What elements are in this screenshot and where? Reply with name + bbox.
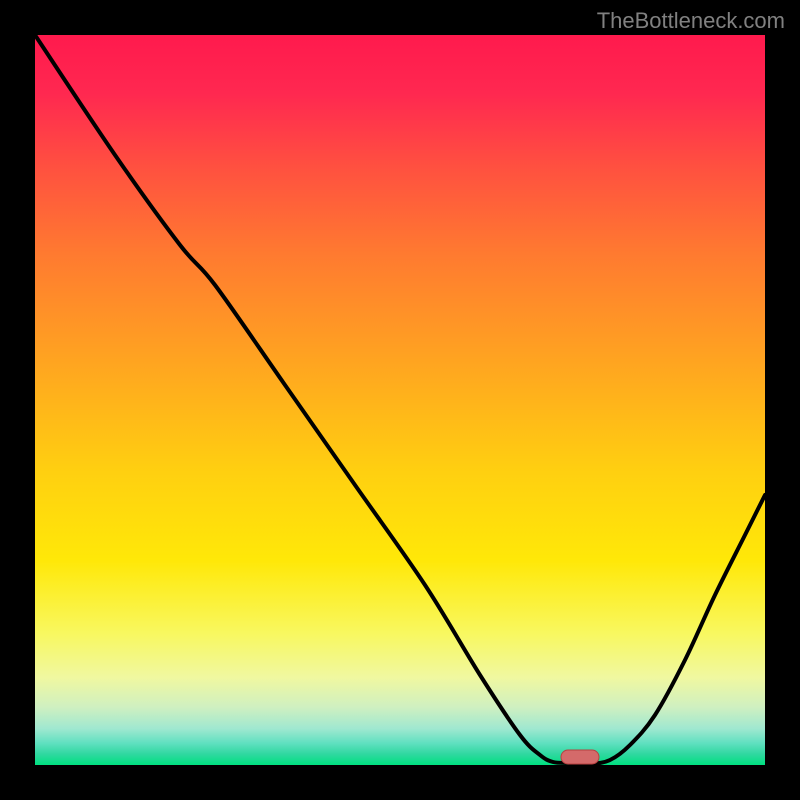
chart-svg xyxy=(35,35,765,765)
watermark-text: TheBottleneck.com xyxy=(597,8,785,34)
gradient-background xyxy=(35,35,765,765)
optimal-marker xyxy=(561,750,599,764)
plot-area xyxy=(35,35,765,765)
chart-container: TheBottleneck.com xyxy=(0,0,800,800)
